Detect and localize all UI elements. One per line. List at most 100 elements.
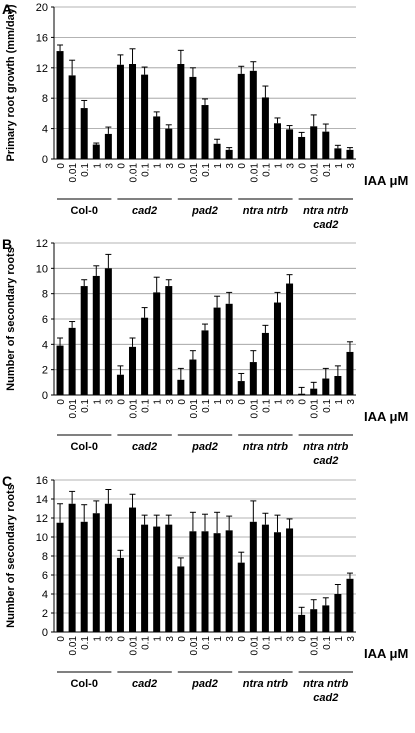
x-tick-label: 0.01 [129, 636, 140, 656]
x-tick-label: 0.1 [141, 163, 152, 177]
bar [273, 302, 281, 395]
x-tick-label: 0.01 [249, 636, 260, 656]
x-tick-label: 3 [225, 163, 236, 169]
bar [298, 614, 306, 632]
x-tick-label: 0.01 [68, 163, 79, 183]
bar [201, 105, 209, 159]
y-tick-label: 0 [42, 627, 48, 639]
x-tick-label: 0.01 [249, 399, 260, 419]
bar [177, 379, 185, 395]
y-tick-label: 10 [36, 263, 48, 275]
x-tick-label: 0.01 [68, 399, 79, 419]
x-tick-label: 0.01 [68, 636, 79, 656]
bar [286, 129, 294, 159]
x-tick-label: 3 [104, 163, 115, 169]
y-tick-label: 6 [42, 314, 48, 326]
panel-letter: A [2, 1, 12, 17]
bar [201, 531, 209, 632]
bar [68, 75, 76, 159]
x-tick-label: 0 [237, 636, 248, 642]
bar [56, 522, 64, 632]
x-tick-label: 0.1 [261, 163, 272, 177]
bar [346, 149, 354, 159]
y-tick-label: 0 [42, 390, 48, 402]
bar [310, 609, 318, 632]
bar [68, 327, 76, 395]
bar [237, 562, 245, 632]
group-label: Col-0 [70, 441, 98, 453]
x-tick-label: 1 [334, 163, 345, 169]
bar [189, 359, 197, 395]
bar [310, 388, 318, 395]
bar [225, 530, 233, 632]
x-tick-label: 0 [116, 636, 127, 642]
bar [334, 148, 342, 159]
group-label: ntra ntrb [243, 441, 289, 453]
x-tick-label: 0 [56, 636, 67, 642]
x-tick-label: 0.01 [129, 399, 140, 419]
bar [153, 526, 161, 632]
x-tick-label: 0.1 [201, 399, 212, 413]
y-tick-label: 14 [36, 494, 48, 506]
y-tick-label: 4 [42, 339, 48, 351]
unit-label: IAA μM [364, 646, 408, 661]
x-tick-label: 0 [116, 399, 127, 405]
bar [153, 292, 161, 395]
x-tick-label: 0.1 [80, 636, 91, 650]
bar [213, 533, 221, 632]
y-tick-label: 12 [36, 513, 48, 525]
x-tick-label: 1 [153, 399, 164, 405]
bar [322, 378, 330, 395]
panel-letter: B [2, 236, 12, 252]
y-tick-label: 20 [36, 2, 48, 14]
bar [322, 131, 330, 159]
x-tick-label: 3 [104, 636, 115, 642]
x-tick-label: 0.1 [322, 399, 333, 413]
x-tick-label: 3 [165, 399, 176, 405]
x-tick-label: 1 [92, 163, 103, 169]
x-tick-label: 1 [273, 636, 284, 642]
bar [237, 73, 245, 159]
x-tick-label: 3 [346, 163, 357, 169]
x-tick-label: 1 [213, 636, 224, 642]
y-tick-label: 4 [42, 589, 48, 601]
x-tick-label: 0.1 [80, 163, 91, 177]
x-tick-label: 3 [165, 636, 176, 642]
group-label: cad2 [313, 219, 338, 231]
bar [249, 362, 257, 395]
bar [80, 286, 88, 395]
bar [286, 283, 294, 395]
group-label: pad2 [191, 678, 218, 690]
bar [129, 346, 137, 395]
bar [334, 376, 342, 395]
x-tick-label: 3 [225, 399, 236, 405]
y-tick-label: 16 [36, 475, 48, 487]
bar [249, 70, 257, 159]
unit-label: IAA μM [364, 173, 408, 188]
x-tick-label: 0.01 [310, 163, 321, 183]
group-label: pad2 [191, 441, 218, 453]
x-tick-label: 1 [334, 399, 345, 405]
bar [273, 532, 281, 632]
x-tick-label: 0.1 [322, 636, 333, 650]
group-label: cad2 [132, 678, 157, 690]
y-tick-label: 16 [36, 32, 48, 44]
group-label: pad2 [191, 205, 218, 217]
x-tick-label: 3 [165, 163, 176, 169]
x-tick-label: 0 [298, 399, 309, 405]
bar [177, 64, 185, 159]
bar [104, 503, 112, 632]
group-label: ntra ntrb [303, 441, 349, 453]
x-tick-label: 0 [177, 163, 188, 169]
y-tick-label: 8 [42, 93, 48, 105]
bar [261, 524, 269, 632]
bar [298, 136, 306, 159]
group-label: cad2 [313, 692, 338, 704]
x-tick-label: 0.01 [189, 399, 200, 419]
x-tick-label: 1 [92, 636, 103, 642]
group-label: Col-0 [70, 205, 98, 217]
bar [129, 64, 137, 159]
y-axis-label: Primary root growth (mm/day) [5, 4, 17, 161]
x-tick-label: 0.01 [129, 163, 140, 183]
